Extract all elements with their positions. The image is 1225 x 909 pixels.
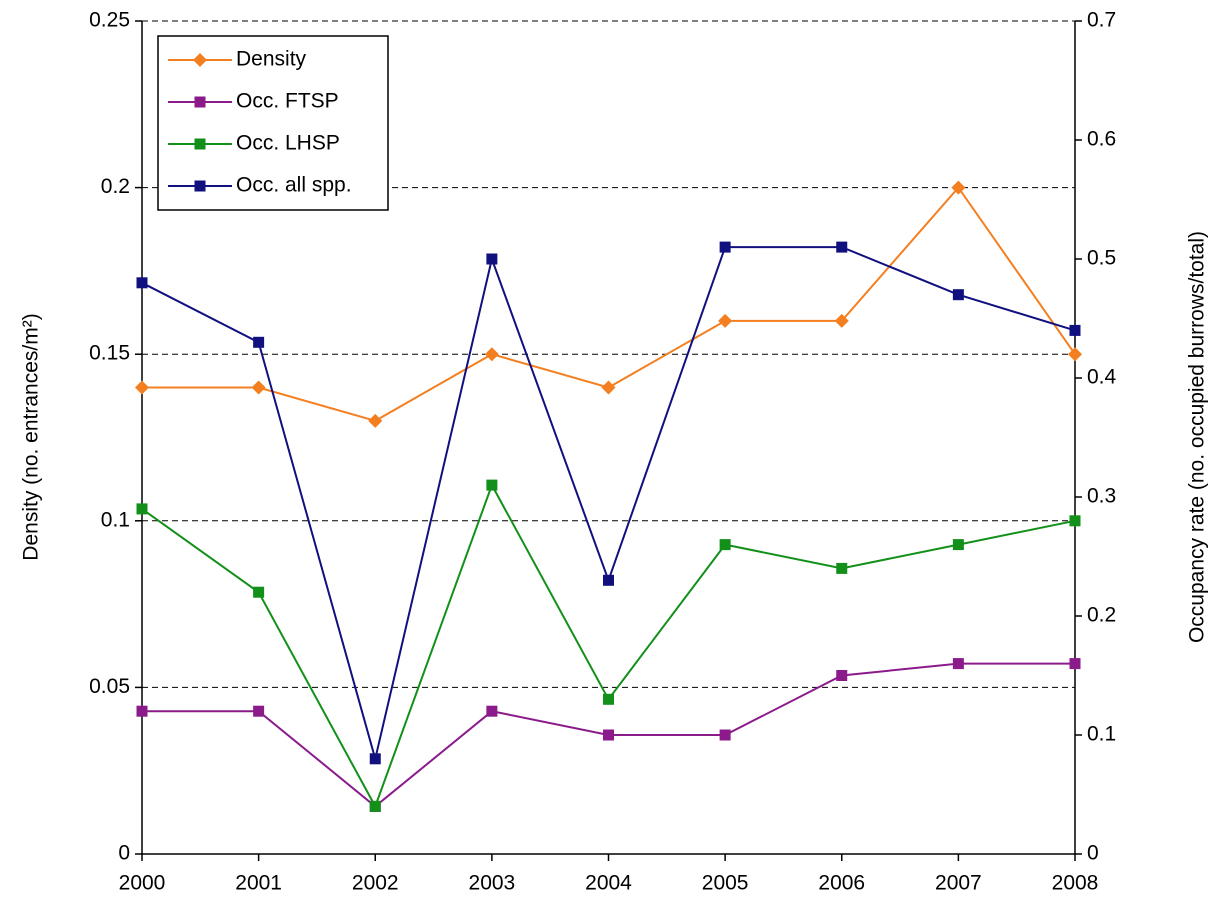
marker: [601, 380, 616, 395]
x-tick-label: 2000: [119, 872, 166, 895]
marker: [952, 539, 964, 551]
legend-label: Occ. FTSP: [236, 90, 339, 113]
marker: [486, 705, 498, 717]
marker: [135, 380, 149, 395]
y2-tick-label: 0.1: [1087, 723, 1116, 746]
y-tick-label: 0.05: [89, 675, 130, 698]
marker: [952, 289, 964, 301]
legend-label: Occ. all spp.: [236, 174, 352, 197]
y2-tick-label: 0.2: [1087, 604, 1116, 627]
marker: [253, 336, 265, 348]
x-tick-label: 2008: [1052, 872, 1099, 895]
y-tick-label: 0: [118, 842, 130, 865]
x-tick-label: 2001: [235, 872, 282, 895]
y2-tick-label: 0.4: [1087, 366, 1117, 389]
legend-label: Density: [236, 48, 307, 71]
marker: [136, 277, 148, 289]
marker: [369, 800, 381, 812]
marker: [368, 413, 383, 428]
marker: [484, 347, 499, 362]
marker: [1069, 658, 1081, 670]
y2-tick-label: 0.3: [1087, 485, 1116, 508]
legend-label: Occ. LHSP: [236, 132, 340, 155]
marker: [251, 380, 266, 395]
x-tick-label: 2005: [702, 872, 749, 895]
marker: [253, 705, 265, 717]
legend-marker: [193, 53, 207, 67]
marker: [369, 753, 381, 765]
marker: [253, 586, 265, 598]
x-tick-label: 2006: [818, 872, 865, 895]
marker: [486, 479, 498, 491]
marker: [834, 313, 849, 328]
marker: [836, 670, 848, 681]
marker: [1069, 324, 1081, 336]
y-axis-label: Density (no. entrances/m²): [20, 313, 43, 560]
marker: [1068, 347, 1082, 362]
y2-tick-label: 0.6: [1087, 128, 1116, 151]
marker: [952, 658, 964, 670]
legend-marker: [194, 138, 206, 150]
y2-axis-label: Occupancy rate (no. occupied burrows/tot…: [1186, 231, 1209, 643]
legend-marker: [194, 96, 206, 108]
marker: [136, 705, 148, 717]
y2-tick-label: 0.7: [1087, 9, 1116, 32]
marker: [603, 574, 614, 586]
marker: [1069, 515, 1081, 527]
marker: [836, 241, 848, 253]
y-tick-label: 0.25: [89, 9, 130, 32]
y2-tick-label: 0: [1087, 842, 1099, 865]
legend-marker: [194, 180, 206, 192]
y-tick-label: 0.2: [101, 175, 130, 198]
marker: [951, 180, 966, 195]
marker: [719, 729, 731, 741]
series-line: [141, 482, 1076, 809]
marker: [603, 693, 614, 705]
marker: [836, 562, 848, 574]
marker: [719, 241, 731, 253]
x-tick-label: 2004: [585, 872, 632, 895]
marker: [719, 539, 731, 551]
series-line: [141, 246, 1076, 760]
y2-tick-label: 0.5: [1087, 247, 1116, 270]
x-tick-label: 2007: [935, 872, 982, 895]
marker: [603, 729, 614, 741]
x-tick-label: 2002: [352, 872, 399, 895]
marker: [718, 313, 733, 328]
x-tick-label: 2003: [469, 872, 516, 895]
marker: [136, 503, 148, 515]
y-tick-label: 0.15: [89, 342, 130, 365]
marker: [486, 253, 498, 265]
y-tick-label: 0.1: [101, 508, 130, 531]
